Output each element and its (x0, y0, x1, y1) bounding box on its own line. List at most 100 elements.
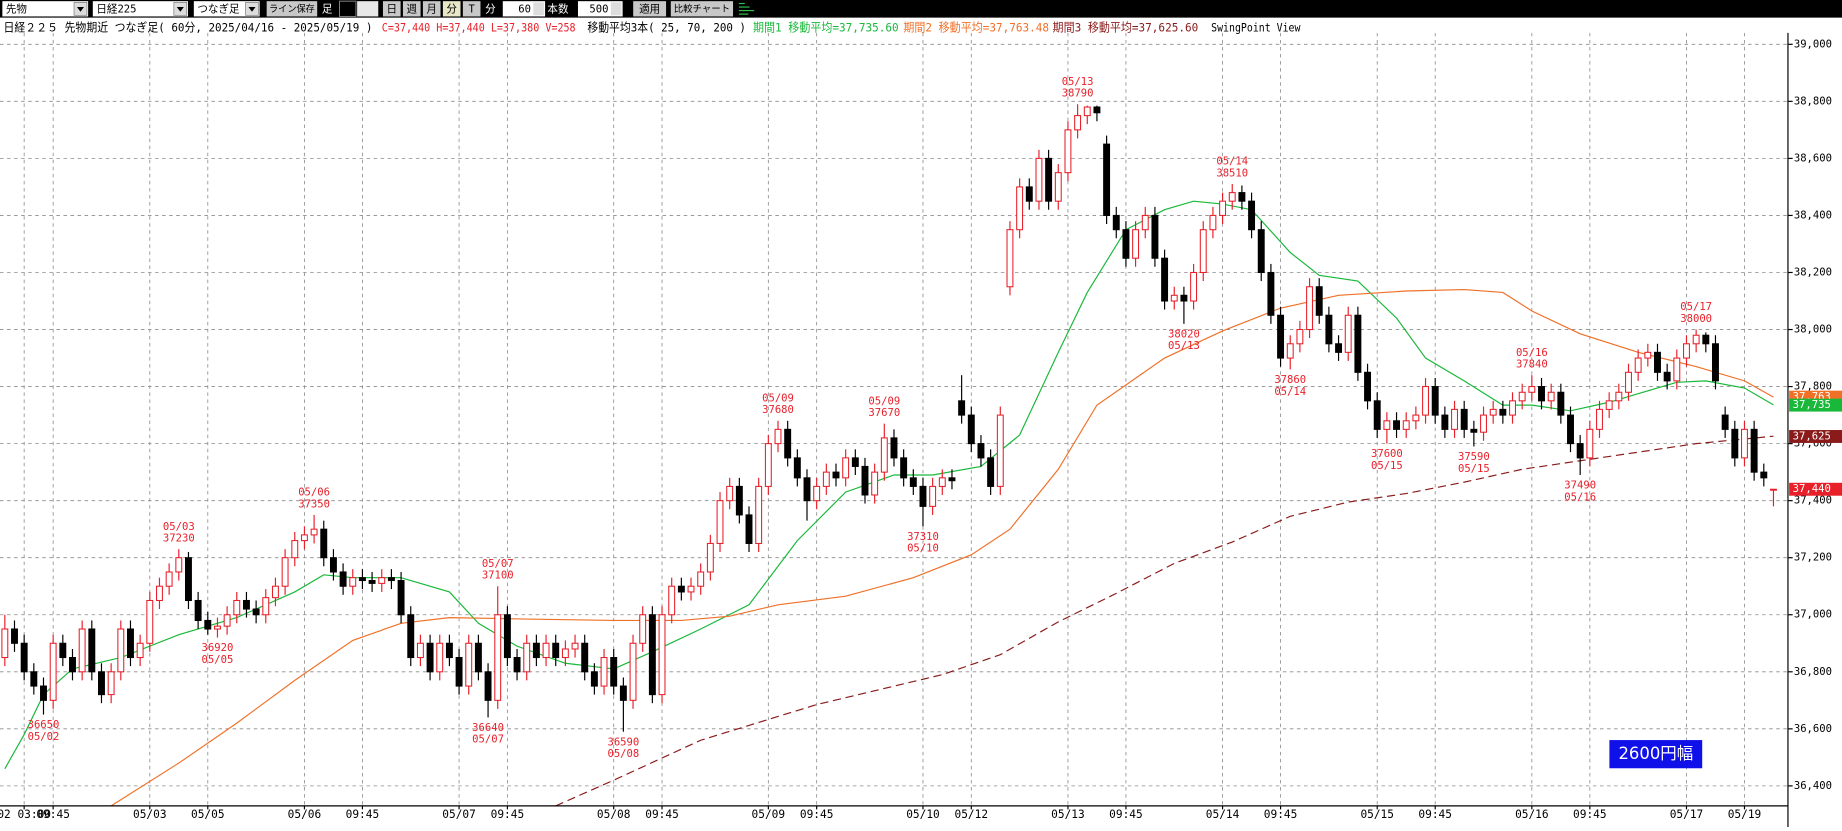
swing-price: 37600 (1371, 448, 1403, 460)
candle-body (1286, 343, 1294, 359)
swing-date: 05/17 (1680, 301, 1712, 313)
period-button[interactable]: 月 (422, 1, 441, 17)
period-button[interactable]: T (462, 1, 481, 17)
swing-price: 38020 (1168, 328, 1200, 340)
save-button[interactable]: ライン保存 (266, 1, 318, 17)
candle-body (320, 528, 328, 559)
candle-body (851, 457, 859, 467)
symbol-dropdown[interactable]: 日経225 (92, 1, 188, 17)
period-button[interactable]: 週 (402, 1, 421, 17)
candle-body (1480, 414, 1487, 433)
price-marker: 37,735 (1789, 398, 1842, 412)
color-box[interactable] (339, 0, 357, 17)
swing-date: 05/07 (472, 734, 504, 746)
price-marker: 37,440 (1789, 482, 1842, 496)
candle-body (252, 608, 260, 616)
candle-body (1103, 143, 1111, 216)
candle-body (40, 685, 47, 701)
candle-body (1692, 334, 1700, 345)
candle-body (677, 585, 685, 593)
arrow-icon (76, 7, 84, 12)
candle-body (706, 542, 714, 573)
color-box[interactable] (357, 1, 379, 17)
swing-price: 37680 (762, 404, 794, 416)
price-marker-box (1789, 430, 1842, 443)
button-text: 週 (406, 3, 417, 15)
candle-body (1663, 371, 1671, 382)
candle-body (1605, 400, 1613, 410)
candle-body (1460, 408, 1468, 430)
candle-body (349, 577, 357, 587)
candle-body (1238, 192, 1246, 202)
swing-price: 37310 (907, 531, 939, 543)
swing-price: 38510 (1216, 167, 1248, 179)
price-marker: 37,625 (1789, 430, 1842, 443)
candle-body (1083, 106, 1091, 117)
compare-button[interactable]: 比較チャート (670, 1, 734, 17)
candle-body (774, 428, 782, 445)
count-input[interactable]: 500 (577, 1, 623, 17)
swing-price: 38790 (1062, 88, 1094, 100)
candle-body (1170, 294, 1178, 302)
candle-body (987, 457, 995, 487)
dropdown-box (2, 1, 89, 17)
candle-body (938, 477, 946, 487)
candle-body (1441, 414, 1449, 430)
dropdown-text: 日経225 (96, 2, 136, 15)
mode-dropdown[interactable]: つなぎ足 (193, 1, 260, 17)
candle-body (1518, 391, 1526, 402)
candle-body (11, 628, 18, 644)
period-button[interactable]: 日 (382, 1, 401, 17)
indicator-icon[interactable] (738, 2, 755, 15)
apply-button[interactable]: 適用 (633, 1, 667, 17)
candle-body (1596, 408, 1603, 430)
candle-body (1760, 471, 1768, 479)
candle-body (1248, 200, 1256, 231)
swing-date: 05/09 (762, 392, 794, 404)
dropdown-text: 先物 (6, 2, 28, 15)
candle-body (1112, 214, 1120, 231)
candle-body (735, 485, 743, 516)
candle-body (1219, 200, 1227, 216)
candle-body (1644, 351, 1652, 359)
market-dropdown[interactable]: 先物 (2, 1, 89, 17)
ohlc-summary: C=37,440 H=37,440 L=37,380 V=258 (382, 21, 576, 35)
candle-body (581, 642, 589, 673)
swing-price: 36640 (472, 722, 504, 734)
period-button[interactable]: 分 (442, 1, 461, 17)
legend-entry: 期間2 移動平均=37,763.48 (903, 21, 1049, 35)
candle-body (697, 571, 705, 587)
interval-input[interactable]: 60 (502, 1, 546, 17)
range-label-bg (1609, 740, 1703, 769)
candle-body (107, 671, 115, 696)
candle-body (1470, 428, 1478, 433)
candle-body (1122, 229, 1130, 259)
candle-body (368, 579, 376, 584)
candle-body (1547, 391, 1555, 402)
x-tick-label: 09:45 (491, 808, 525, 821)
candle-body (1016, 186, 1024, 231)
swing-price: 37840 (1516, 359, 1548, 371)
candle-body (204, 619, 212, 630)
candle-body (1383, 420, 1391, 430)
candle-body (1422, 386, 1430, 416)
candle-body (436, 642, 444, 673)
candle-body (1257, 229, 1265, 274)
candle-body (610, 657, 618, 687)
spinner (610, 2, 622, 16)
x-tick-label: 05/08 (597, 808, 631, 821)
swing-date: 05/03 (163, 521, 195, 533)
price-marker-label: 37,440 (1793, 483, 1831, 495)
candle-body (223, 614, 231, 627)
candle-body (416, 642, 424, 659)
candle-body (69, 657, 76, 673)
x-tick-label: 09:45 (645, 808, 679, 821)
candle-body (1277, 314, 1285, 359)
button-text: 分 (446, 3, 457, 15)
x-tick-label: 09:45 (800, 808, 834, 821)
y-tick-label: 38,600 (1794, 152, 1832, 164)
